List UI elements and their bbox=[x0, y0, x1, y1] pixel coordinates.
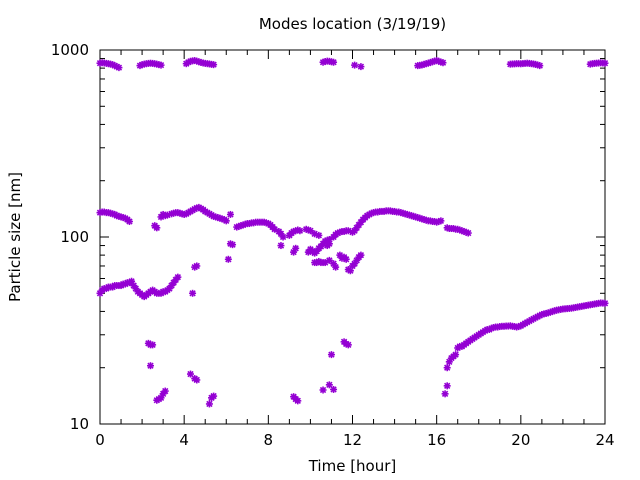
data-point bbox=[115, 64, 123, 72]
data-point bbox=[296, 227, 304, 235]
data-point bbox=[319, 386, 327, 394]
data-point bbox=[210, 61, 218, 69]
data-point bbox=[149, 341, 157, 349]
x-tick-label: 0 bbox=[95, 431, 105, 449]
data-point bbox=[351, 61, 359, 69]
x-tick-label: 4 bbox=[179, 431, 189, 449]
x-tick-label: 12 bbox=[343, 431, 362, 449]
data-point bbox=[189, 289, 197, 297]
data-point bbox=[229, 241, 237, 249]
data-point bbox=[279, 233, 287, 241]
data-point bbox=[153, 224, 161, 232]
point-layer bbox=[96, 57, 609, 408]
data-point bbox=[125, 218, 133, 226]
data-point bbox=[464, 229, 472, 237]
data-point bbox=[601, 59, 609, 67]
data-point bbox=[437, 217, 445, 225]
data-point bbox=[294, 397, 302, 405]
data-point bbox=[325, 381, 333, 389]
x-tick-label: 24 bbox=[595, 431, 614, 449]
data-point bbox=[193, 262, 201, 270]
data-point bbox=[357, 63, 365, 71]
y-axis-label: Particle size [nm] bbox=[6, 172, 24, 302]
data-point bbox=[325, 240, 333, 248]
data-point bbox=[186, 370, 194, 378]
data-point bbox=[327, 351, 335, 359]
data-point bbox=[277, 242, 285, 250]
data-point bbox=[224, 255, 232, 263]
x-tick-label: 16 bbox=[427, 431, 446, 449]
data-point bbox=[161, 387, 169, 395]
x-axis-label: Time [hour] bbox=[308, 457, 397, 475]
data-point bbox=[342, 255, 350, 263]
tick-layer bbox=[99, 49, 606, 425]
data-point bbox=[222, 217, 230, 225]
x-tick-label: 20 bbox=[511, 431, 530, 449]
data-point bbox=[439, 59, 447, 67]
data-point bbox=[443, 382, 451, 390]
data-point bbox=[147, 362, 154, 370]
data-point bbox=[193, 376, 201, 384]
data-point bbox=[344, 341, 352, 349]
data-point bbox=[330, 58, 338, 66]
data-point bbox=[306, 227, 314, 235]
data-point bbox=[330, 385, 338, 393]
y-tick-label: 100 bbox=[60, 228, 89, 246]
data-point bbox=[210, 392, 218, 400]
data-point bbox=[205, 400, 213, 408]
chart-title: Modes location (3/19/19) bbox=[259, 15, 446, 33]
data-point bbox=[536, 62, 544, 70]
data-point bbox=[346, 267, 354, 275]
data-point bbox=[601, 299, 609, 307]
data-point bbox=[315, 231, 323, 239]
data-point bbox=[332, 263, 340, 271]
y-tick-label: 1000 bbox=[51, 41, 89, 59]
data-point bbox=[226, 210, 234, 218]
plot-frame bbox=[99, 49, 606, 425]
data-point bbox=[443, 364, 451, 372]
data-point bbox=[174, 273, 182, 281]
x-tick-label: 8 bbox=[264, 431, 274, 449]
label-layer: 0 4 8 12 16 20 24 10 100 1000 bbox=[51, 41, 615, 449]
data-point bbox=[357, 251, 365, 259]
data-point bbox=[292, 244, 300, 252]
y-tick-label: 10 bbox=[70, 415, 89, 433]
data-point bbox=[157, 61, 165, 69]
data-point bbox=[452, 351, 460, 359]
data-point bbox=[441, 390, 449, 398]
